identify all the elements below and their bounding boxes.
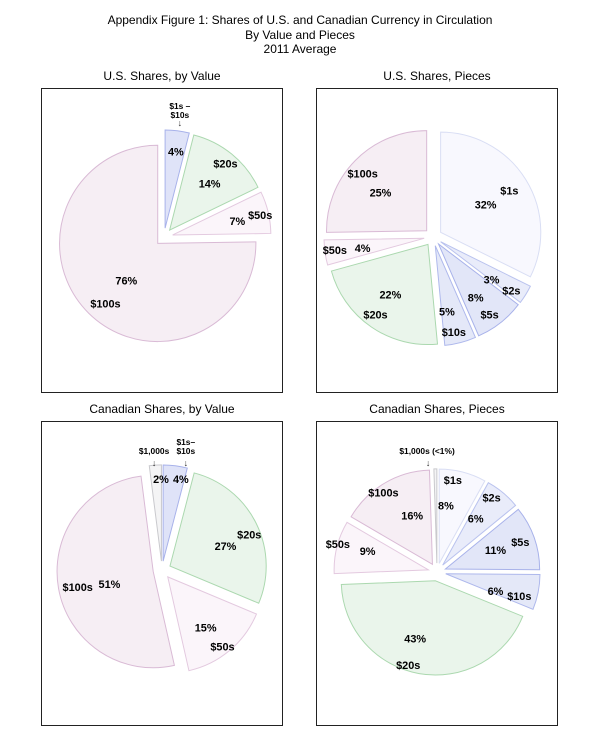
pie-slice-$50s (172, 191, 272, 236)
slice-callout-label: $1s– (176, 437, 195, 447)
slice-pct-label: 27% (215, 541, 237, 553)
panel-canadian-value: Canadian Shares, by Value 4% $1s– $10s ↓ $20… (41, 402, 283, 726)
pie-slice-$1s – $10s (164, 129, 190, 229)
panel-title-canadian-value: Canadian Shares, by Value (89, 402, 235, 416)
slice-pct-label: 2% (153, 474, 169, 486)
pie-slice-$5s (437, 242, 519, 337)
slice-name-label: $100s (63, 582, 93, 594)
pie-slice-$2s (440, 241, 532, 304)
slice-pct-label: 43% (404, 633, 426, 645)
pie-slice-$100s (56, 475, 175, 669)
slice-name-label: $50s (210, 641, 234, 653)
pie-slice-$1s (438, 468, 486, 564)
pie-slice-$50s (167, 576, 258, 672)
pie-slice-$5s (444, 508, 541, 571)
pie-slice-$20s (169, 472, 267, 604)
panel-title-us-value: U.S. Shares, by Value (103, 69, 221, 83)
slice-pct-label: 32% (475, 199, 497, 211)
slice-callout-label: $10s (170, 110, 189, 120)
slice-name-label: $10s (507, 591, 531, 603)
slice-pct-label: 8% (438, 501, 454, 513)
figure-title-line2: By Value and Pieces (245, 27, 355, 42)
pie-slice-$20s (168, 134, 259, 232)
pie-slice-$1,000s (148, 464, 162, 562)
slice-pct-label: 6% (468, 513, 484, 525)
slice-pct-label: 22% (379, 290, 401, 302)
slice-pct-label: 4% (355, 243, 371, 255)
panel-title-canadian-pieces: Canadian Shares, Pieces (369, 402, 505, 416)
panel-us-value: U.S. Shares, by Value 4% $1s – $10s ↓ $20s 14… (41, 69, 283, 393)
slice-pct-label: 3% (484, 275, 500, 287)
down-arrow-icon: ↓ (152, 458, 156, 468)
pie-slice-$20s (340, 580, 524, 676)
slice-name-label: $5s (511, 537, 529, 549)
slice-name-label: $10s (442, 327, 466, 339)
pie-slice-$50s (333, 521, 431, 575)
pie-slice-$1,000s (433, 468, 438, 564)
slice-name-label: $2s (502, 286, 520, 298)
slice-pct-label: 8% (468, 293, 484, 305)
slice-callout-label: $10s (176, 446, 195, 456)
pie-svg: $1s8%$2s6%$5s11%$10s6%$20s43%$50s9%$100s… (326, 446, 541, 676)
figure-title-line1: Appendix Figure 1: Shares of U.S. and Ca… (107, 13, 493, 27)
pie-slice-$50s (323, 237, 425, 266)
slice-name-label: $100s (90, 298, 120, 310)
slice-pct-label: 16% (401, 510, 423, 522)
pie-chart-us-pieces: $1s 32% $2s 3% $5s 8% $10s 5% $20s 22% $50s 4% $100s… (316, 88, 558, 393)
pie-slice-$2s (442, 482, 517, 566)
slice-pct-label: 4% (173, 474, 189, 486)
slice-name-label: $50s (326, 539, 350, 551)
pie-slice-$20s (330, 243, 439, 346)
slice-pct-label: 7% (229, 216, 245, 228)
slice-pct-label: 6% (488, 586, 504, 598)
slice-name-label: $20s (213, 159, 237, 171)
slice-pct-label: 51% (99, 579, 121, 591)
slice-name-label: $50s (323, 245, 347, 257)
pie-chart-canadian-value: 4% $1s– $10s ↓ $20s 27% $50s 15% $100s 51% 2% $1,00… (41, 421, 283, 726)
slice-name-label: $20s (396, 660, 420, 672)
slice-pct-label: 9% (360, 546, 376, 558)
pie-slice-$10s (434, 245, 477, 346)
slice-pct-label: 4% (168, 147, 184, 159)
slice-name-label: $20s (237, 529, 261, 541)
slice-name-label: $1s (444, 475, 462, 487)
slice-name-label: $2s (482, 493, 500, 505)
pie-slice-$1s–$10s (162, 464, 188, 562)
pie-slice-$100s (326, 130, 428, 233)
panel-title-us-pieces: U.S. Shares, Pieces (383, 69, 491, 83)
panel-canadian-pieces: Canadian Shares, Pieces $1s 8% $2s 6% $5s 11%… (316, 402, 558, 726)
slice-name-label: $50s (248, 210, 272, 222)
slice-pct-label: 5% (439, 306, 455, 318)
pie-slice-$1s (440, 131, 542, 278)
down-arrow-icon: ↓ (178, 118, 182, 128)
down-arrow-icon: ↓ (184, 458, 188, 468)
slice-name-label: $100s (347, 169, 377, 181)
slice-name-label: $100s (368, 488, 398, 500)
pie-slice-$100s (350, 469, 433, 566)
slice-callout-label: $1,000s (<1%) (399, 446, 455, 456)
pie-slice-$10s (445, 573, 541, 610)
slice-pct-label: 15% (195, 623, 217, 635)
slice-callout-label: $1s – (169, 101, 190, 111)
figure-title-line3: 2011 Average (263, 42, 337, 56)
slice-pct-label: 25% (370, 187, 392, 199)
pie-slice-$100s (59, 144, 257, 343)
slice-name-label: $20s (363, 309, 387, 321)
slice-pct-label: 14% (199, 178, 221, 190)
panel-us-pieces: U.S. Shares, Pieces $1s 32% $2s 3% $5s 8% $10s… (316, 69, 558, 393)
slice-callout-label: $1,000s (139, 446, 170, 456)
pie-chart-canadian-pieces: $1s 8% $2s 6% $5s 11% $10s 6% $20s 43% $50s 9% $100s… (316, 421, 558, 726)
slice-name-label: $5s (480, 309, 498, 321)
figure-title: Appendix Figure 1: Shares of U.S. and Ca… (0, 13, 600, 57)
down-arrow-icon: ↓ (426, 458, 430, 468)
slice-pct-label: 76% (115, 276, 137, 288)
slice-pct-label: 11% (485, 545, 507, 557)
pie-chart-us-value: 4% $1s – $10s ↓ $20s 14% $50s 7% $100s 76% (41, 88, 283, 393)
slice-name-label: $1s (500, 185, 518, 197)
